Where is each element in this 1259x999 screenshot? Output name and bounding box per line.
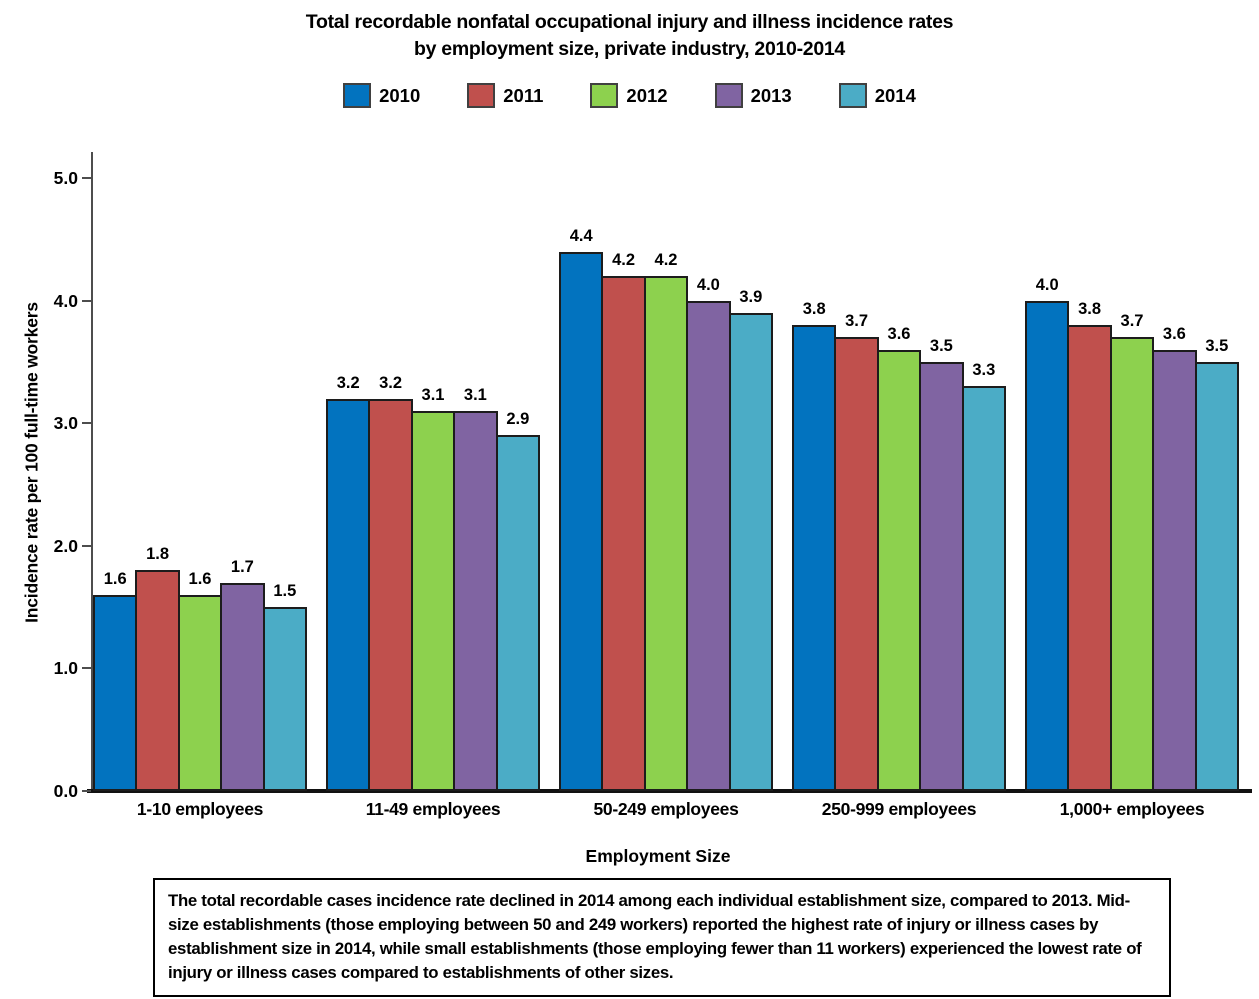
legend-label: 2013 (750, 84, 792, 106)
bar-value-label: 1.6 (188, 569, 212, 588)
y-tick-label: 4.0 (53, 290, 78, 311)
legend-swatch-2014 (838, 83, 867, 108)
bar-2013-1-10-employees (220, 582, 265, 791)
x-category-label: 1,000+ employees (1059, 799, 1205, 819)
chart-title-line-2: by employment size, private industry, 20… (414, 38, 845, 60)
y-axis-tick (82, 177, 91, 179)
bar-2012-50-249-employees (643, 276, 689, 791)
bar-2013-50-249-employees (686, 300, 731, 791)
y-axis-tick (82, 422, 91, 425)
legend-item-2010: 2010 (343, 83, 420, 108)
bar-2011-11-49-employees (368, 398, 413, 791)
legend-swatch-2013 (714, 83, 743, 108)
y-axis-tick (82, 790, 91, 792)
bar-value-label: 3.7 (1120, 312, 1144, 331)
bar-2010-1-10-employees (93, 594, 138, 791)
x-category-label: 50-249 employees (593, 799, 739, 819)
bar-value-label: 1.5 (273, 582, 297, 601)
bar-value-label: 3.6 (1162, 324, 1186, 343)
bar-value-label: 1.6 (103, 569, 127, 588)
legend-item-2012: 2012 (590, 83, 668, 108)
bar-2010-250-999-employees (792, 325, 837, 791)
legend-label: 2011 (503, 84, 544, 106)
bar-2011-1-10-employees (135, 570, 180, 791)
bar-value-label: 4.0 (1035, 275, 1059, 294)
x-category-label: 1-10 employees (136, 799, 264, 819)
bar-value-label: 3.2 (379, 373, 403, 392)
bar-value-label: 4.4 (569, 226, 593, 245)
bar-2013-250-999-employees (919, 361, 964, 791)
bar-value-label: 3.9 (739, 287, 763, 306)
y-tick-label: 5.0 (53, 168, 78, 188)
x-axis-title: Employment Size (585, 846, 731, 866)
bar-value-label: 3.3 (972, 361, 996, 380)
x-category-label: 250-999 employees (821, 799, 977, 819)
chart-title: Total recordable nonfatal occupational i… (0, 9, 1259, 63)
bar-value-label: 1.8 (146, 545, 170, 564)
legend-swatch-2010 (343, 83, 372, 108)
bar-2013-1-000+-employees (1152, 349, 1197, 791)
y-axis-line (91, 152, 93, 792)
x-category-label: 11-49 employees (365, 799, 501, 819)
bar-2012-1-000+-employees (1109, 337, 1155, 791)
bar-2010-1-000+-employees (1025, 300, 1070, 791)
bar-2013-11-49-employees (453, 410, 498, 791)
legend-item-2014: 2014 (838, 83, 916, 108)
x-axis-line (87, 789, 1252, 793)
bar-2014-11-49-employees (495, 435, 540, 791)
bar-2014-50-249-employees (728, 312, 773, 791)
y-axis-tick (82, 544, 91, 547)
caption-box: The total recordable cases incidence rat… (153, 878, 1171, 997)
bar-value-label: 3.5 (929, 336, 953, 355)
legend-swatch-2012 (590, 83, 619, 108)
bar-value-label: 4.0 (696, 275, 720, 294)
bar-2012-11-49-employees (410, 410, 456, 791)
y-tick-label: 2.0 (53, 535, 78, 556)
legend-label: 2014 (874, 84, 916, 106)
bar-2014-1-10-employees (262, 607, 307, 791)
bar-value-label: 3.2 (336, 373, 360, 392)
bar-value-label: 3.8 (802, 300, 826, 319)
legend-item-2011: 2011 (467, 83, 543, 108)
chart-legend: 2010 2011 2012 2013 2014 (0, 83, 1259, 108)
bar-2014-1-000+-employees (1194, 361, 1239, 791)
bar-value-label: 4.2 (654, 251, 678, 270)
bar-value-label: 4.2 (612, 251, 636, 270)
bar-2011-1-000+-employees (1067, 325, 1112, 791)
chart-title-line-1: Total recordable nonfatal occupational i… (305, 11, 954, 33)
bar-2014-250-999-employees (961, 386, 1006, 791)
y-tick-label: 3.0 (53, 413, 78, 434)
bar-value-label: 3.8 (1078, 300, 1102, 319)
legend-label: 2010 (379, 84, 421, 106)
bar-value-label: 1.7 (230, 557, 254, 576)
legend-swatch-2011 (467, 83, 496, 108)
y-tick-label: 1.0 (53, 658, 78, 679)
bar-2011-50-249-employees (601, 276, 646, 791)
y-axis-tick (82, 667, 91, 670)
legend-item-2013: 2013 (714, 83, 792, 108)
bar-value-label: 3.7 (845, 312, 869, 331)
bar-2010-11-49-employees (326, 398, 371, 791)
y-axis-tick (82, 299, 91, 302)
bar-value-label: 3.1 (463, 385, 487, 404)
y-axis-title: Incidence rate per 100 full-time workers (21, 302, 42, 623)
bar-value-label: 3.1 (421, 385, 445, 404)
legend-label: 2012 (626, 84, 668, 106)
bar-2010-50-249-employees (559, 251, 604, 791)
bar-2012-1-10-employees (177, 594, 223, 791)
bar-value-label: 2.9 (506, 410, 530, 429)
y-tick-label: 0.0 (53, 781, 78, 801)
bar-value-label: 3.6 (887, 324, 911, 343)
bar-2012-250-999-employees (876, 349, 922, 791)
bar-2011-250-999-employees (834, 337, 879, 791)
bar-value-label: 3.5 (1205, 336, 1229, 355)
